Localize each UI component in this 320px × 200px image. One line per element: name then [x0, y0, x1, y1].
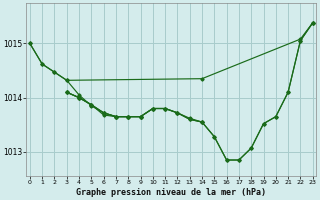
X-axis label: Graphe pression niveau de la mer (hPa): Graphe pression niveau de la mer (hPa)	[76, 188, 266, 197]
